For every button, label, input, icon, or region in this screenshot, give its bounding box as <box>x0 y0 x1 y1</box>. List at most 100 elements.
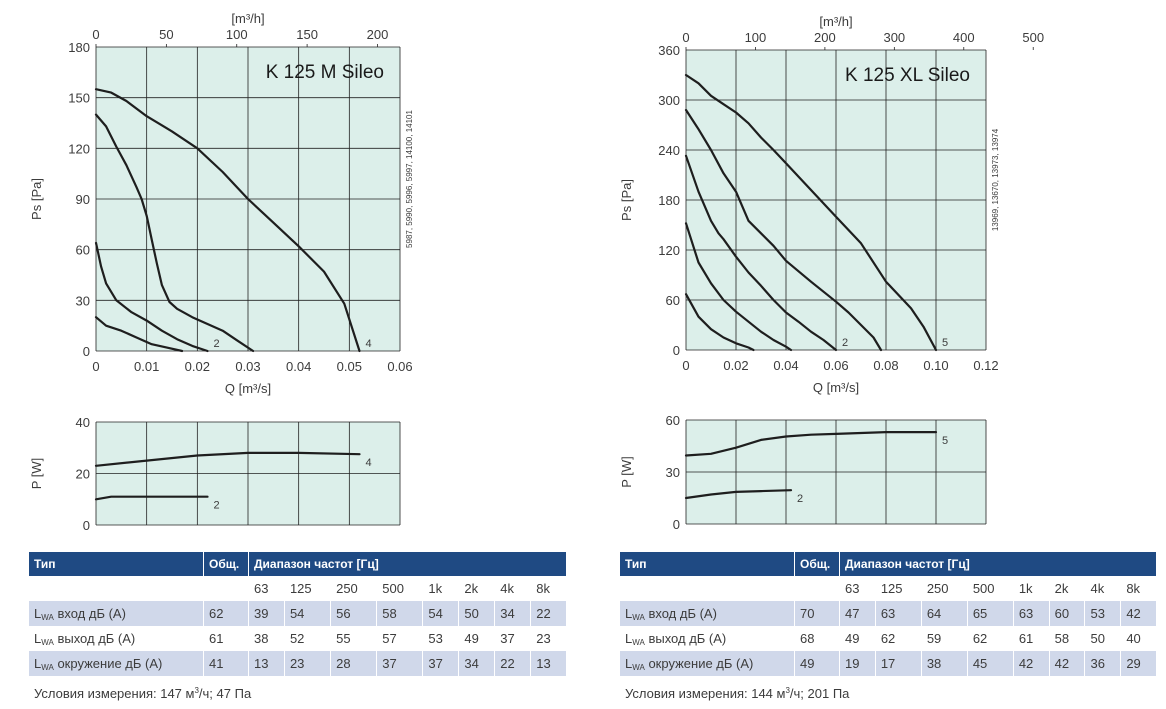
y-tick-label: 300 <box>658 93 680 108</box>
row-total: 68 <box>794 626 840 651</box>
curve-label: 2 <box>213 338 219 350</box>
freq-8k: 8k <box>1120 576 1156 601</box>
col-range: Диапазон частот [Гц] <box>248 552 566 576</box>
y-tick-label: 30 <box>666 465 680 480</box>
y-axis-label: Ps [Pa] <box>619 179 634 221</box>
y-tick-label: 0 <box>83 518 90 533</box>
cell: 58 <box>1048 626 1085 651</box>
cell: 23 <box>283 651 331 676</box>
curve-label: 4 <box>365 338 371 350</box>
y-tick-label: 0 <box>83 344 90 359</box>
freq-63: 63 <box>248 576 285 601</box>
chart-left_pressure: 0 30 60 90 120 150 180 Ps [Pa] 0 0.01 0.02 0.03 0.04… <box>29 11 414 396</box>
x-axis-label: Q [m³/s] <box>813 380 859 395</box>
x-tick-label: 0.04 <box>773 358 798 373</box>
cell: 39 <box>248 601 285 626</box>
table-row: LWA вход дБ (А) 62 39 54 56 58 54 50 34 … <box>28 601 566 626</box>
cell: 45 <box>966 651 1014 676</box>
x-axis-label: Q [m³/s] <box>225 381 271 396</box>
top-tick-label: 200 <box>814 30 836 45</box>
top-tick-label: 0 <box>682 30 689 45</box>
cell: 47 <box>839 601 876 626</box>
cell: 28 <box>330 651 377 676</box>
cell: 52 <box>283 626 331 651</box>
cell: 34 <box>458 651 495 676</box>
cell: 42 <box>1120 601 1156 626</box>
chart-right_power: 0 30 60 P [W] 2 5 <box>619 413 987 532</box>
curve-5 <box>684 431 938 457</box>
cell: 54 <box>422 601 459 626</box>
col-range: Диапазон частот [Гц] <box>839 552 1156 576</box>
curve-label: 2 <box>213 500 219 512</box>
x-tick-label: 0.05 <box>337 359 362 374</box>
top-tick-label: 200 <box>367 27 389 42</box>
cell: 42 <box>1048 651 1085 676</box>
y-axis-label: P [W] <box>29 458 44 490</box>
curve-label: 4 <box>365 457 371 469</box>
cell: 53 <box>1084 601 1121 626</box>
curve-1 <box>94 316 184 353</box>
cell: 55 <box>330 626 377 651</box>
x-tick-label: 0.04 <box>286 359 311 374</box>
curve-2 <box>94 241 209 353</box>
cell: 60 <box>1048 601 1085 626</box>
y-tick-label: 20 <box>76 467 90 482</box>
y-tick-label: 180 <box>68 40 90 55</box>
chart-left_power: 0 20 40 P [W] 2 4 <box>29 415 401 533</box>
chart-code: 13969, 13670, 13973, 13974 <box>991 128 1000 231</box>
y-tick-label: 60 <box>76 243 90 258</box>
top-tick-label: 100 <box>745 30 767 45</box>
curve-label: 2 <box>797 493 803 505</box>
cell: 37 <box>422 651 459 676</box>
y-tick-label: 90 <box>76 192 90 207</box>
col-type: Тип <box>619 552 795 576</box>
row-label: выход дБ (А) <box>648 630 727 646</box>
freq-500: 500 <box>966 576 1014 601</box>
y-tick-label: 180 <box>658 193 680 208</box>
top-tick-label: 100 <box>226 27 248 42</box>
y-axis-label: P [W] <box>619 456 634 488</box>
curve-4 <box>94 451 361 467</box>
cell: 63 <box>874 601 922 626</box>
curve-3 <box>94 113 255 353</box>
cell: 40 <box>1120 626 1156 651</box>
top-axis-label: [m³/h] <box>819 14 852 29</box>
y-tick-label: 0 <box>673 343 680 358</box>
curve-4 <box>684 108 883 352</box>
chart-title: K 125 M Sileo <box>266 62 384 83</box>
top-tick-label: 300 <box>883 30 905 45</box>
y-tick-label: 40 <box>76 415 90 430</box>
freq-250: 250 <box>920 576 968 601</box>
y-tick-label: 360 <box>658 43 680 58</box>
cell: 17 <box>874 651 922 676</box>
row-label: выход дБ (А) <box>57 630 136 646</box>
cell: 58 <box>376 601 423 626</box>
chart-title: K 125 XL Sileo <box>845 65 970 86</box>
top-tick-label: 500 <box>1022 30 1044 45</box>
row-total: 61 <box>203 626 249 651</box>
chart-code: 5987, 5990, 5996, 5997, 14100, 14101 <box>405 109 414 247</box>
cell: 29 <box>1120 651 1156 676</box>
x-tick-label: 0.08 <box>873 358 898 373</box>
cell: 57 <box>376 626 423 651</box>
x-tick-label: 0.01 <box>134 359 159 374</box>
freq-2k: 2k <box>1048 576 1085 601</box>
table-row: LWA выход дБ (А) 61 38 52 55 57 53 49 37… <box>28 626 566 651</box>
cell: 54 <box>283 601 331 626</box>
cell: 38 <box>248 626 285 651</box>
top-tick-label: 0 <box>92 27 99 42</box>
cell: 59 <box>920 626 968 651</box>
cell: 37 <box>376 651 423 676</box>
cell: 34 <box>494 601 531 626</box>
cell: 42 <box>1012 651 1050 676</box>
y-axis-label: Ps [Pa] <box>29 178 44 220</box>
col-total: Общ. <box>794 552 840 576</box>
curve-label: 5 <box>942 435 948 447</box>
x-tick-label: 0 <box>682 358 689 373</box>
curve-5 <box>684 73 938 352</box>
col-total: Общ. <box>203 552 249 576</box>
cell: 50 <box>458 601 495 626</box>
x-tick-label: 0.03 <box>235 359 260 374</box>
row-total: 49 <box>794 651 840 676</box>
